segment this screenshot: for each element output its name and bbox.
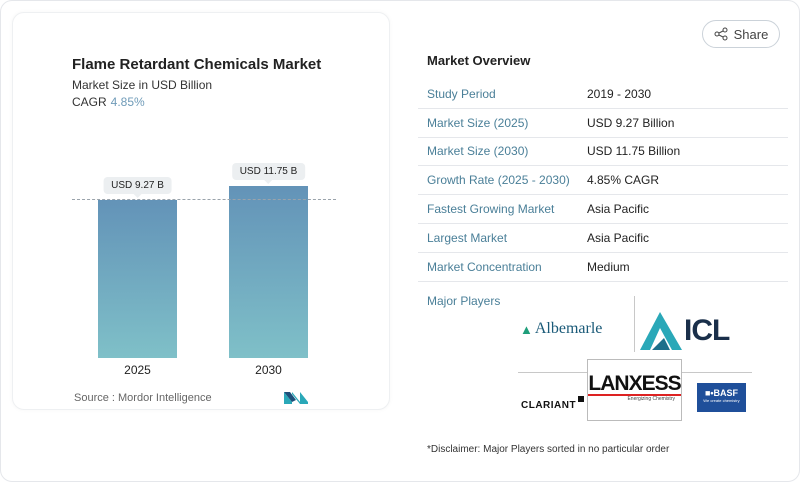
row-key: Growth Rate (2025 - 2030) (427, 173, 570, 188)
table-row: Market Size (2030) USD 11.75 Billion (418, 138, 788, 167)
clariant-logo: CLARIANT (521, 396, 585, 411)
clariant-name: CLARIANT (521, 400, 577, 411)
row-value: Asia Pacific (587, 202, 650, 217)
cagr-label: CAGR (72, 95, 107, 109)
clariant-mark-icon (578, 396, 585, 402)
share-icon (714, 27, 728, 41)
row-key: Largest Market (427, 230, 508, 245)
table-row: Market Size (2025) USD 9.27 Billion (418, 109, 788, 138)
chart-title: Flame Retardant Chemicals Market (72, 56, 322, 73)
x-tick-label: 2030 (255, 363, 282, 377)
row-value: USD 11.75 Billion (587, 144, 681, 159)
icl-name: ICL (684, 314, 730, 347)
row-value: USD 9.27 Billion (587, 115, 675, 130)
row-key: Market Size (2030) (427, 144, 529, 159)
disclaimer: *Disclaimer: Major Players sorted in no … (427, 444, 670, 455)
basf-tagline: We create chemistry (703, 398, 740, 403)
albemarle-name: Albemarle (534, 320, 603, 337)
albemarle-logo: ▲ Albemarle (520, 320, 602, 338)
table-row: Market Concentration Medium (418, 253, 788, 282)
overview-title: Market Overview (427, 53, 531, 68)
source-text: Source : Mordor Intelligence (74, 392, 212, 404)
bar-2025 (98, 200, 177, 358)
data-label: USD 9.27 B (103, 177, 172, 198)
chart-subtitle: Market Size in USD Billion (72, 78, 213, 92)
row-value: 4.85% CAGR (587, 173, 660, 188)
icl-logo: ICL (640, 310, 730, 352)
mordor-logo-icon (284, 392, 308, 404)
basf-logo: ■•BASF We create chemistry (697, 383, 746, 412)
lanxess-logo: LANXESS Energizing Chemistry (587, 359, 682, 421)
reference-line (72, 199, 336, 200)
chart-card (12, 12, 390, 410)
overview-table: Study Period 2019 - 2030 Market Size (202… (418, 80, 788, 282)
cagr: CAGR 4.85% (72, 95, 145, 109)
icl-mark-icon (640, 312, 682, 350)
x-tick-label: 2025 (124, 363, 151, 377)
data-label: USD 11.75 B (231, 163, 306, 185)
lanxess-name: LANXESS (588, 372, 682, 396)
row-key: Market Size (2025) (427, 115, 529, 130)
row-key: Study Period (427, 86, 496, 101)
bar-2030 (229, 186, 308, 358)
row-value: 2019 - 2030 (587, 86, 652, 101)
table-row: Growth Rate (2025 - 2030) 4.85% CAGR (418, 166, 788, 196)
share-label: Share (733, 26, 769, 42)
lanxess-tagline: Energizing Chemistry (627, 396, 675, 402)
table-row: Study Period 2019 - 2030 (418, 80, 788, 109)
row-value: Asia Pacific (587, 230, 650, 245)
cagr-value: 4.85% (110, 95, 145, 109)
divider (634, 296, 635, 352)
row-value: Medium (587, 259, 630, 274)
table-row: Largest Market Asia Pacific (418, 224, 788, 253)
table-row: Fastest Growing Market Asia Pacific (418, 195, 788, 224)
row-key: Market Concentration (427, 259, 542, 274)
share-button[interactable]: Share (702, 20, 780, 48)
basf-name: BASF (713, 388, 739, 398)
albemarle-mark-icon: ▲ (520, 321, 533, 337)
row-key: Fastest Growing Market (427, 202, 555, 217)
major-players-label: Major Players (427, 294, 501, 308)
